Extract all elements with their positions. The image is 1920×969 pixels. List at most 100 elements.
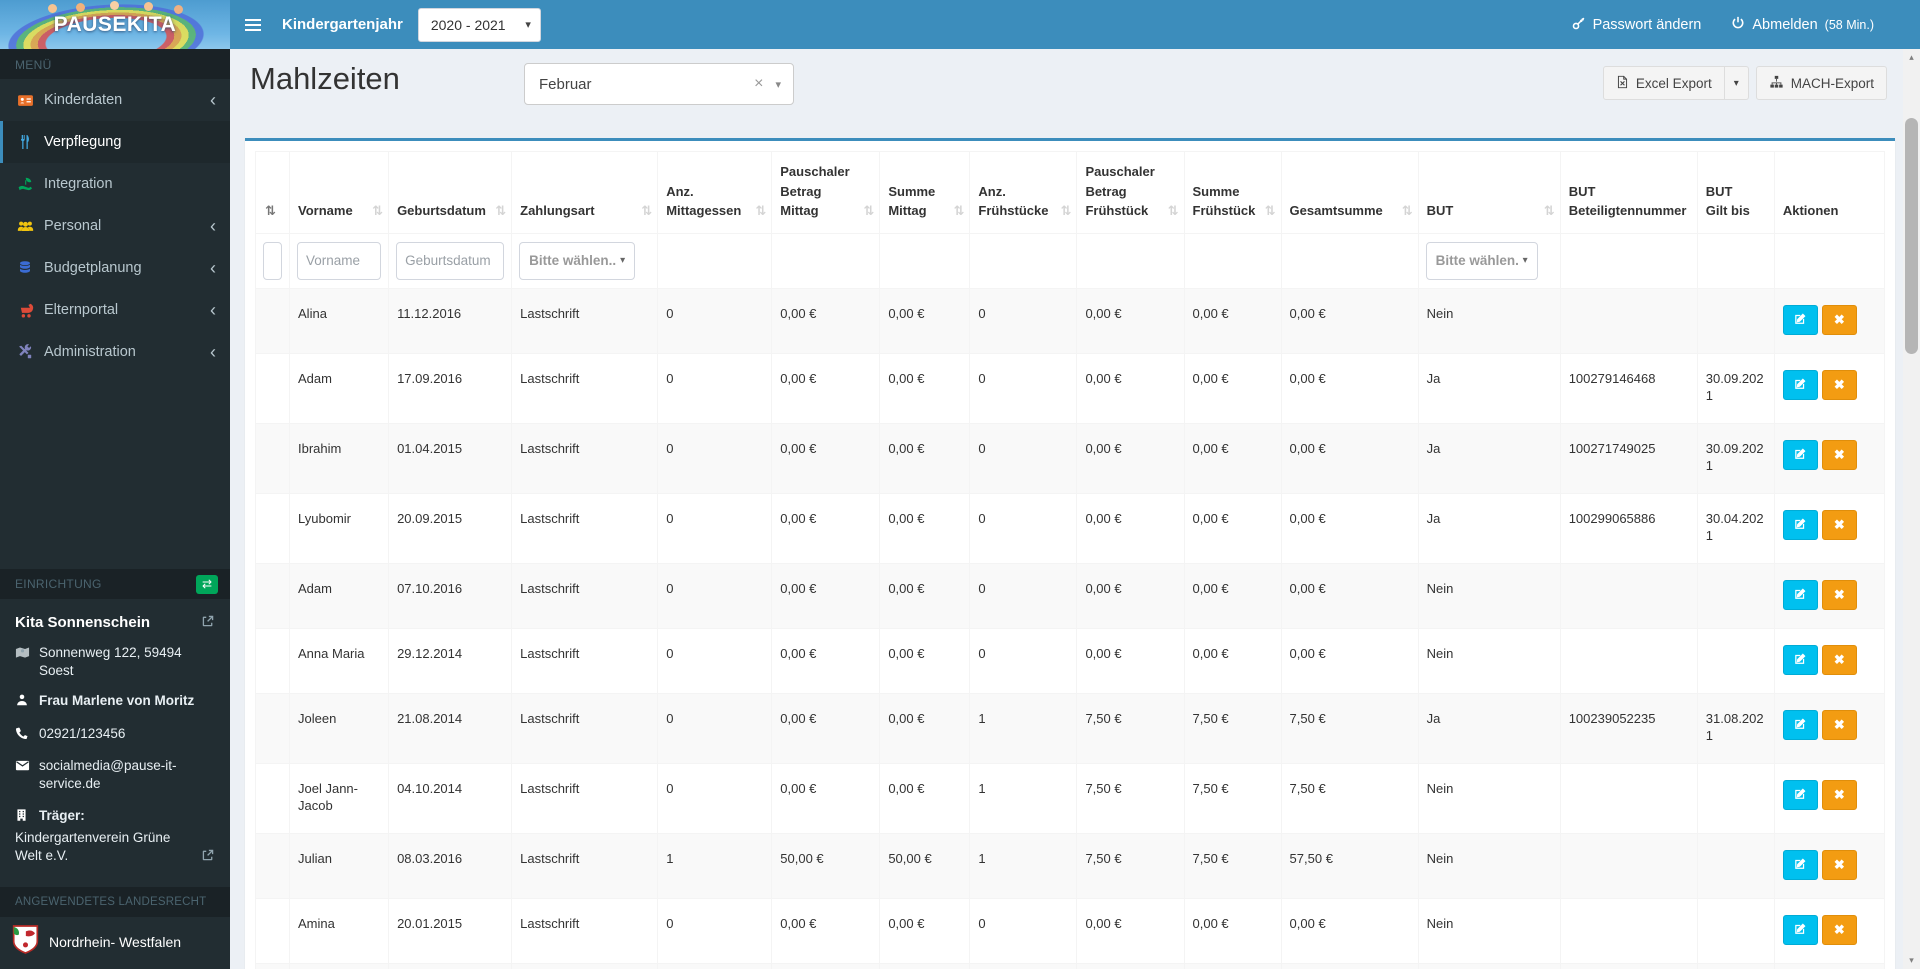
cross-icon: ✖ (1834, 787, 1845, 803)
delete-row-button[interactable]: ✖ (1822, 370, 1857, 400)
but-filter-select[interactable]: Bitte wählen... ▾ (1426, 242, 1538, 280)
col-vorname[interactable]: Vorname⇅ (290, 152, 389, 234)
database-icon (15, 260, 35, 276)
delete-row-button[interactable]: ✖ (1822, 580, 1857, 610)
excel-export-button[interactable]: Excel Export (1603, 66, 1725, 100)
cell-but: Ja (1418, 423, 1560, 493)
col-but[interactable]: BUT⇅ (1418, 152, 1560, 234)
delete-row-button[interactable]: ✖ (1822, 510, 1857, 540)
scrollbar-up-arrow[interactable]: ▴ (1903, 49, 1920, 66)
edit-icon (1794, 447, 1807, 463)
change-password-button[interactable]: Passwort ändern (1572, 16, 1702, 34)
sort-filter-input[interactable] (263, 242, 282, 280)
col-summe-fruehstueck[interactable]: Summe Frühstück⇅ (1184, 152, 1281, 234)
sidebar-item-elternportal[interactable]: Elternportal ‹ (0, 289, 230, 331)
cell-but-beteiligtennummer (1560, 628, 1697, 693)
cell-but-beteiligtennummer: 100271749025 (1560, 423, 1697, 493)
cell-but-beteiligtennummer (1560, 898, 1697, 963)
edit-icon (1794, 312, 1807, 328)
zahlungsart-filter-select[interactable]: Bitte wählen... ▾ (519, 242, 635, 280)
switch-facility-button[interactable]: ⇄ (196, 575, 218, 594)
cell-geburtsdatum: 17.09.2016 (389, 353, 512, 423)
month-filter-select[interactable]: Februar × ▾ (524, 63, 794, 105)
app-logo[interactable]: PAUSEKITA (0, 0, 230, 49)
sort-icon: ⇅ (953, 201, 964, 221)
sidebar-toggle-button[interactable] (230, 0, 276, 49)
excel-export-dropdown-button[interactable]: ▾ (1725, 66, 1749, 100)
cell-but-beteiligtennummer (1560, 833, 1697, 898)
edit-row-button[interactable] (1783, 710, 1818, 740)
delete-row-button[interactable]: ✖ (1822, 710, 1857, 740)
cell-summe-fruehstueck: 0,00 € (1184, 353, 1281, 423)
cross-icon: ✖ (1834, 377, 1845, 393)
scrollbar-down-arrow[interactable]: ▾ (1903, 952, 1920, 969)
cell-gesamtsumme: 0,00 € (1281, 493, 1418, 563)
col-anz-fruehstuecke[interactable]: Anz. Frühstücke⇅ (970, 152, 1077, 234)
col-pauschaler-betrag-mittag[interactable]: Pauschaler Betrag Mittag⇅ (772, 152, 880, 234)
cell-summe-mittag: 0,00 € (880, 353, 970, 423)
logout-button[interactable]: Abmelden(58 Min.) (1731, 16, 1874, 34)
delete-row-button[interactable]: ✖ (1822, 780, 1857, 810)
cell-summe-fruehstueck: 0,00 € (1184, 963, 1281, 969)
edit-row-button[interactable] (1783, 440, 1818, 470)
delete-row-button[interactable]: ✖ (1822, 440, 1857, 470)
cell-but: Ja (1418, 493, 1560, 563)
edit-row-button[interactable] (1783, 850, 1818, 880)
cell-aktionen: ✖ (1774, 563, 1884, 628)
traeger-label: Träger: (39, 807, 85, 825)
delete-row-button[interactable]: ✖ (1822, 850, 1857, 880)
cell-but-gilt-bis: 30.09.2021 (1697, 353, 1774, 423)
edit-row-button[interactable] (1783, 915, 1818, 945)
sidebar-item-budgetplanung[interactable]: Budgetplanung ‹ (0, 247, 230, 289)
delete-row-button[interactable]: ✖ (1822, 645, 1857, 675)
delete-row-button[interactable]: ✖ (1822, 305, 1857, 335)
col-zahlungsart[interactable]: Zahlungsart⇅ (512, 152, 658, 234)
cell-vorname: Hira (290, 963, 389, 969)
sort-icon: ⇅ (755, 201, 766, 221)
year-select[interactable]: 2020 - 2021 ▾ (418, 8, 541, 42)
edit-row-button[interactable] (1783, 580, 1818, 610)
sidebar-item-label: Kinderdaten (44, 92, 122, 108)
cell-summe-mittag: 0,00 € (880, 898, 970, 963)
cell-gesamtsumme: 0,00 € (1281, 898, 1418, 963)
cell-summe-mittag: 0,00 € (880, 628, 970, 693)
edit-row-button[interactable] (1783, 510, 1818, 540)
sort-icon: ⇅ (495, 201, 506, 221)
col-geburtsdatum[interactable]: Geburtsdatum⇅ (389, 152, 512, 234)
scrollbar-thumb[interactable] (1905, 118, 1918, 354)
delete-row-button[interactable]: ✖ (1822, 915, 1857, 945)
external-link-icon[interactable] (201, 614, 215, 631)
col-anz-mittagessen[interactable]: Anz. Mittagessen⇅ (658, 152, 772, 234)
cell-geburtsdatum: 11.12.2016 (389, 288, 512, 353)
col-pauschaler-betrag-fruehstueck[interactable]: Pauschaler Betrag Frühstück⇅ (1077, 152, 1184, 234)
edit-row-button[interactable] (1783, 305, 1818, 335)
sidebar-item-kinderdaten[interactable]: Kinderdaten ‹ (0, 79, 230, 121)
col-gesamtsumme[interactable]: Gesamtsumme⇅ (1281, 152, 1418, 234)
cell-aktionen: ✖ (1774, 898, 1884, 963)
cell-but: Nein (1418, 833, 1560, 898)
vertical-scrollbar[interactable]: ▴ ▾ (1903, 49, 1920, 969)
mach-export-button[interactable]: MACH-Export (1756, 66, 1887, 100)
sidebar-item-verpflegung[interactable]: Verpflegung (0, 121, 230, 163)
landesrecht-row: Nordrhein- Westfalen (0, 917, 230, 969)
cell-gesamtsumme: 0,00 € (1281, 353, 1418, 423)
sidebar-item-personal[interactable]: Personal ‹ (0, 205, 230, 247)
cell-zahlungsart: Lastschrift (512, 493, 658, 563)
cell-but-gilt-bis (1697, 898, 1774, 963)
cell-sort (256, 963, 290, 969)
col-summe-mittag[interactable]: Summe Mittag⇅ (880, 152, 970, 234)
col-sort[interactable]: ⇅ (256, 152, 290, 234)
geburtsdatum-filter-input[interactable] (396, 242, 504, 280)
topbar-right: Passwort ändern Abmelden(58 Min.) (1572, 16, 1920, 34)
cell-gesamtsumme: 0,00 € (1281, 423, 1418, 493)
external-link-icon[interactable] (201, 848, 215, 865)
sidebar-item-integration[interactable]: Integration (0, 163, 230, 205)
vorname-filter-input[interactable] (297, 242, 381, 280)
clear-icon[interactable]: × (754, 75, 763, 93)
edit-row-button[interactable] (1783, 780, 1818, 810)
cell-aktionen: ✖ (1774, 353, 1884, 423)
cell-vorname: Amina (290, 898, 389, 963)
edit-row-button[interactable] (1783, 645, 1818, 675)
edit-row-button[interactable] (1783, 370, 1818, 400)
sidebar-item-administration[interactable]: Administration ‹ (0, 331, 230, 373)
